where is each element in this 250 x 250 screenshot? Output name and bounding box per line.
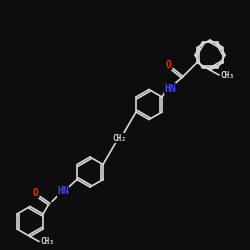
- Text: HN: HN: [57, 186, 69, 196]
- Text: CH₃: CH₃: [220, 70, 234, 80]
- Text: CH₂: CH₂: [112, 134, 126, 143]
- Text: O: O: [166, 60, 172, 70]
- Text: O: O: [33, 188, 39, 198]
- Text: HN: HN: [164, 84, 176, 94]
- Text: CH₃: CH₃: [40, 237, 54, 246]
